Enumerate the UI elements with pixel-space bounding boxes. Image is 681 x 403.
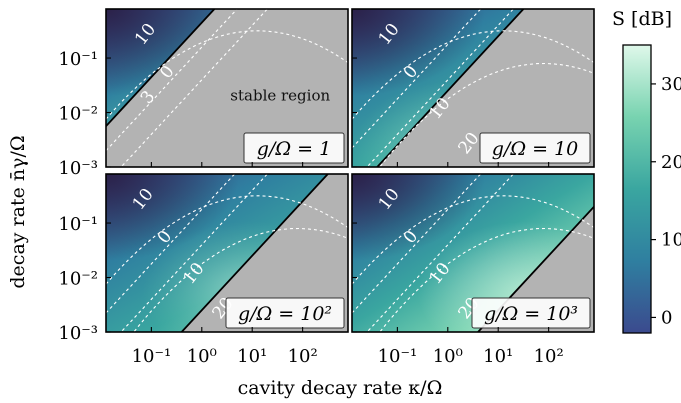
x-tick-label: 10⁻¹ [132,346,172,367]
y-axis-label: decay rate n̄γ/Ω [7,135,29,288]
contour-line [133,227,348,332]
contour-line [352,195,594,285]
contour-line [106,195,348,285]
x-tick-labels: 10⁻¹ 10⁰ 10¹ 10² 10⁻¹ 10⁰ 10¹ 10² [132,346,564,367]
y-tick-label: 10⁻¹ [58,214,98,235]
panel-label: g/Ω = 10³ [484,303,578,325]
x-axis-label: cavity decay rate κ/Ω [238,377,443,399]
x-tick-label: 10⁰ [187,346,217,367]
stability-boundary [376,9,525,167]
panel-frame [351,8,595,168]
contour-line [379,62,594,167]
stable-region [377,9,594,167]
panel-label-box [479,132,591,164]
y-tick-label: 10⁻² [58,269,98,290]
y-tick-label: 10⁻¹ [58,49,98,70]
x-tick-label: 10² [534,346,564,367]
x-tick-label: 10⁻¹ [378,346,418,367]
y-tick-label: 10⁻³ [58,158,98,179]
colorbar-label: S [dB] [612,8,672,30]
stability-boundary [180,174,329,332]
colorbar-tick-label: 0 [661,307,672,328]
panel-label: g/Ω = 10 [492,138,579,160]
stable-region-label: stable region [230,87,330,105]
y-tick-label: 10⁻² [58,104,98,125]
panel-label-box [225,297,345,329]
panel-label-box [471,297,591,329]
colorbar-tick-label: 10 [661,230,681,251]
panel-label-box [243,132,345,164]
x-tick-label: 10⁰ [433,346,463,367]
panel-frame [105,173,349,333]
x-tick-label: 10² [288,346,318,367]
colorbar-ticks: 0 10 20 30 [651,74,681,328]
stable-region [106,9,348,167]
contour-line [379,227,594,332]
colorbar: S [dB] 0 10 20 30 [612,8,681,334]
colorbar-tick-label: 20 [661,152,681,173]
y-tick-labels: 10⁻¹ 10⁻² 10⁻³ 10⁻¹ 10⁻² 10⁻³ [58,49,98,344]
x-tick-label: 10¹ [483,346,513,367]
x-tick-label: 10¹ [237,346,267,367]
colorbar-gradient [622,44,652,334]
contour-line [352,30,594,120]
panel-label: g/Ω = 10² [238,303,332,325]
contour-line [106,30,348,120]
panel-frame [351,173,595,333]
colorbar-tick-label: 30 [661,74,681,95]
panel-label: g/Ω = 1 [257,138,331,160]
stable-region [181,174,348,332]
y-tick-label: 10⁻³ [58,323,98,344]
panel-frame [105,8,349,168]
